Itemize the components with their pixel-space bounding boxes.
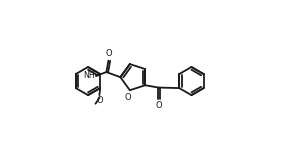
Text: O: O [125, 93, 132, 102]
Text: O: O [96, 96, 103, 105]
Text: NH: NH [84, 71, 95, 80]
Text: O: O [106, 49, 112, 58]
Text: O: O [155, 101, 162, 110]
